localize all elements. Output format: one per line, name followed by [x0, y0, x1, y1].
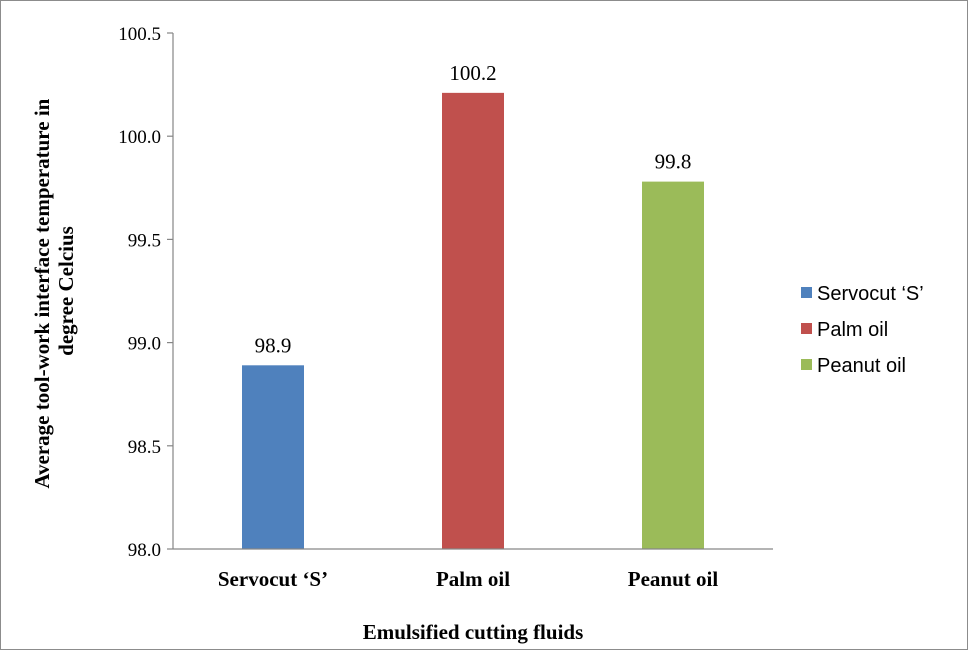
data-label: 98.9: [255, 333, 292, 357]
y-tick-label: 99.5: [128, 230, 161, 251]
y-axis-title: Average tool-work interface temperature …: [30, 93, 78, 488]
x-axis-title: Emulsified cutting fluids: [363, 620, 584, 644]
legend-label: Palm oil: [817, 319, 888, 341]
data-labels: 98.9 100.2 99.8: [255, 61, 692, 357]
y-tick-label: 100.5: [118, 24, 161, 45]
y-tick-label: 99.0: [128, 334, 161, 355]
legend-swatch: [801, 323, 812, 334]
legend-swatch: [801, 287, 812, 298]
legend-swatch: [801, 359, 812, 370]
bar: [642, 181, 704, 549]
x-tick-label: Palm oil: [436, 567, 510, 591]
data-label: 100.2: [449, 61, 496, 85]
bars: [242, 92, 704, 549]
y-axis-title-line-2: degree Celcius: [54, 226, 78, 356]
x-tick-label: Peanut oil: [628, 567, 719, 591]
legend-label: Servocut ‘S’: [817, 283, 924, 305]
y-tick-label: 98.0: [128, 540, 161, 561]
legend: Servocut ‘S’ Palm oil Peanut oil: [801, 283, 924, 377]
legend-label: Peanut oil: [817, 355, 906, 377]
bar: [242, 365, 304, 549]
y-tick-label: 100.0: [118, 127, 161, 148]
data-label: 99.8: [655, 150, 692, 174]
x-tick-label: Servocut ‘S’: [218, 567, 328, 591]
y-axis-ticks: 98.0 98.5 99.0 99.5 100.0 100.5: [118, 24, 173, 561]
y-axis-title-line-1: Average tool-work interface temperature …: [30, 98, 54, 488]
bar: [442, 92, 504, 549]
y-tick-label: 98.5: [128, 437, 161, 458]
x-axis-categories: Servocut ‘S’ Palm oil Peanut oil: [218, 567, 718, 591]
